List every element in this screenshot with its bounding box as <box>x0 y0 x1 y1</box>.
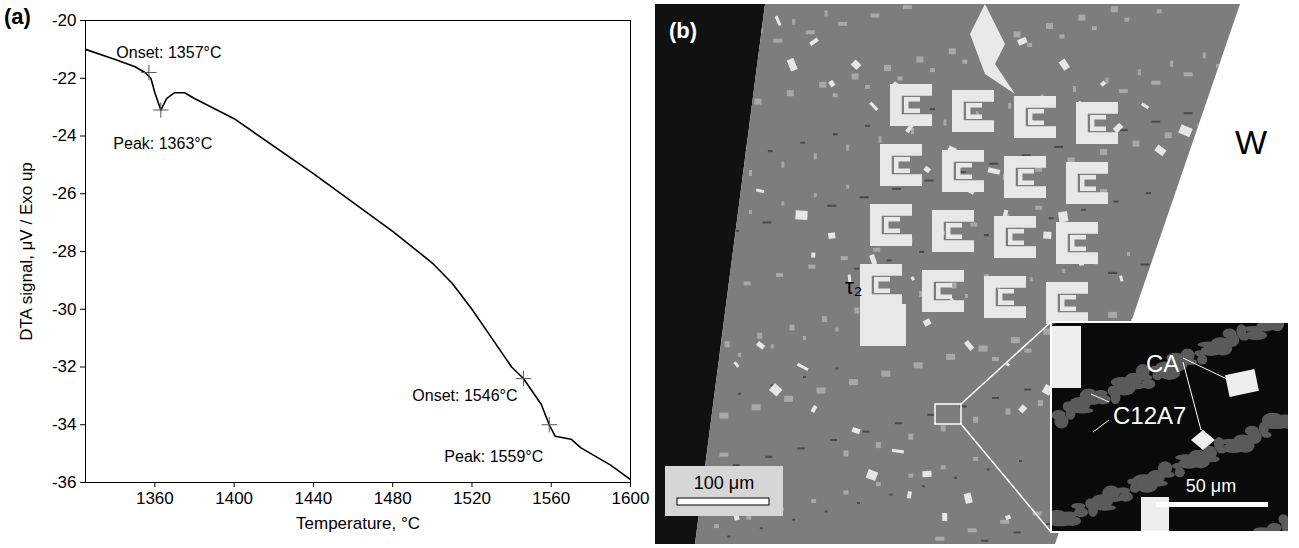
svg-text:τ₂: τ₂ <box>845 274 862 299</box>
svg-text:100 μm: 100 μm <box>694 473 754 493</box>
svg-text:1520: 1520 <box>453 489 491 508</box>
svg-text:50 μm: 50 μm <box>1186 476 1236 496</box>
svg-text:C12A7: C12A7 <box>1113 402 1186 429</box>
svg-text:-28: -28 <box>52 242 77 261</box>
svg-text:-34: -34 <box>52 415 77 434</box>
svg-text:-22: -22 <box>52 69 77 88</box>
svg-text:Peak: 1363°C: Peak: 1363°C <box>113 135 212 152</box>
svg-text:Onset: 1546°C: Onset: 1546°C <box>412 387 517 404</box>
svg-text:1560: 1560 <box>532 489 570 508</box>
svg-text:1400: 1400 <box>215 489 253 508</box>
svg-text:-20: -20 <box>52 11 77 30</box>
svg-text:-36: -36 <box>52 473 77 492</box>
svg-text:Temperature, °C: Temperature, °C <box>296 514 420 533</box>
svg-text:1480: 1480 <box>374 489 412 508</box>
svg-text:DTA signal, μV / Exo up: DTA signal, μV / Exo up <box>17 162 36 341</box>
svg-text:-26: -26 <box>52 184 77 203</box>
svg-text:CA: CA <box>1146 350 1179 377</box>
svg-text:1360: 1360 <box>136 489 174 508</box>
svg-text:-32: -32 <box>52 357 77 376</box>
svg-text:-30: -30 <box>52 300 77 319</box>
svg-text:Peak: 1559°C: Peak: 1559°C <box>444 448 543 465</box>
svg-text:1600: 1600 <box>612 489 650 508</box>
svg-text:Onset: 1357°C: Onset: 1357°C <box>116 44 221 61</box>
svg-text:1440: 1440 <box>294 489 332 508</box>
svg-text:-24: -24 <box>52 126 77 145</box>
svg-text:(b): (b) <box>669 18 697 43</box>
svg-text:W: W <box>1235 123 1267 161</box>
html-text:(a): (a) <box>4 4 31 29</box>
